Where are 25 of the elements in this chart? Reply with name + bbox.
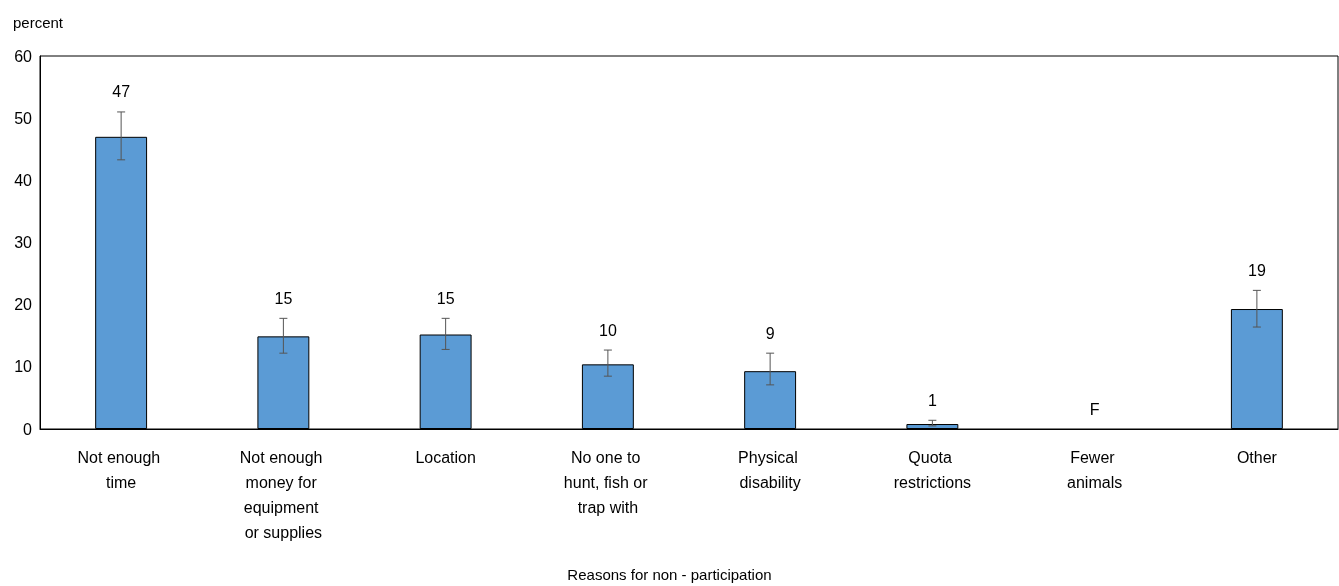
x-tick-label: Quota restrictions — [893, 449, 972, 491]
y-tick-label: 10 — [14, 358, 33, 376]
y-tick-label: 40 — [14, 171, 33, 189]
data-label: 9 — [765, 324, 775, 342]
x-tick-label: Physical disability — [738, 449, 803, 491]
text: F — [1089, 400, 1100, 418]
x-tick-label: Fewer animals — [1067, 449, 1123, 491]
y-tick-label: 0 — [23, 420, 33, 438]
y-tick-label: 60 — [14, 47, 33, 65]
x-tick-label: No one to hunt, fish or trap with — [563, 449, 652, 516]
y-axis-title: percent — [13, 14, 64, 31]
x-tick-label: Not enough money for equipment or supplies — [239, 449, 327, 541]
data-label: 15 — [436, 289, 455, 307]
data-label: 10 — [598, 321, 617, 339]
x-axis-title: Reasons for non - participation — [567, 566, 772, 583]
x-tick-label: Location — [415, 449, 476, 466]
data-label: 15 — [274, 289, 293, 307]
x-tick-label: Not enough time — [77, 449, 165, 491]
data-label: 47 — [112, 83, 131, 101]
y-tick-label: 30 — [14, 234, 33, 251]
data-label: 1 — [927, 391, 937, 409]
y-tick-label: 50 — [14, 109, 33, 127]
data-label: 19 — [1247, 261, 1266, 279]
x-tick-label: Other — [1236, 449, 1278, 466]
y-tick-label: 20 — [14, 296, 33, 314]
